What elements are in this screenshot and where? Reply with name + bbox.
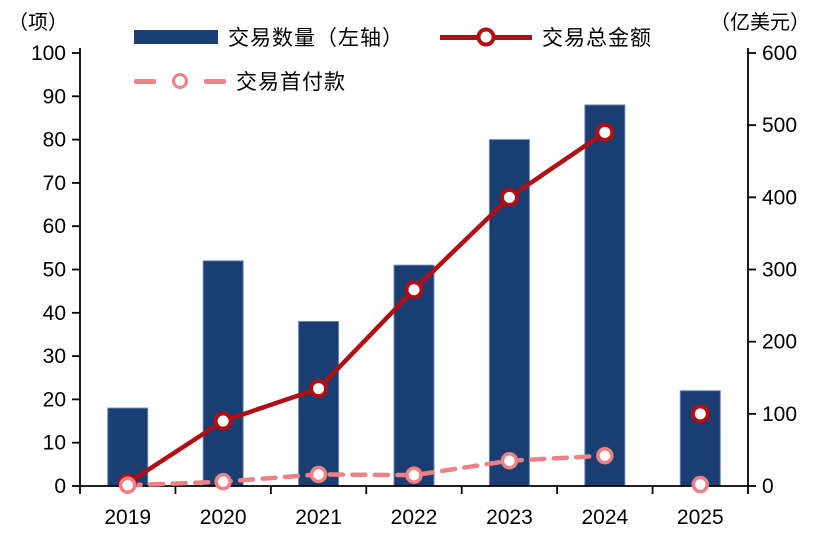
x-axis-category-label: 2022 xyxy=(391,506,438,529)
legend-label: 交易数量（左轴） xyxy=(228,27,404,50)
marker-total-amount-2025 xyxy=(690,404,710,424)
right-axis-tick-label: 600 xyxy=(762,42,797,65)
right-axis-tick-label: 300 xyxy=(762,259,797,282)
left-axis-tick-label: 90 xyxy=(43,85,66,108)
left-axis-tick-label: 60 xyxy=(43,215,66,238)
legend-item-total-amount: 交易总金额 xyxy=(440,22,652,52)
legend-item-down-payment: 交易首付款 xyxy=(134,66,346,96)
right-axis-tick-label: 500 xyxy=(762,114,797,137)
left-axis-tick-label: 0 xyxy=(54,475,66,498)
x-axis-category-label: 2020 xyxy=(200,506,247,529)
x-axis-category-label: 2023 xyxy=(486,506,533,529)
legend-label: 交易总金额 xyxy=(542,27,652,50)
dashed-line-marker-icon xyxy=(134,71,226,91)
right-axis-tick-label: 400 xyxy=(762,186,797,209)
left-axis-tick-label: 50 xyxy=(43,259,66,282)
bar-swatch-icon xyxy=(134,30,218,44)
marker-down-payment-2023 xyxy=(500,451,519,470)
left-axis-tick-label: 30 xyxy=(43,345,66,368)
x-axis-category-label: 2021 xyxy=(295,506,342,529)
marker-total-amount-2022 xyxy=(404,280,424,300)
marker-down-payment-2024 xyxy=(596,446,614,465)
bar-2024 xyxy=(584,104,626,487)
marker-total-amount-2021 xyxy=(309,379,329,399)
line-down-payment xyxy=(125,453,608,488)
left-axis-tick-label: 40 xyxy=(43,302,66,325)
marker-down-payment-2021 xyxy=(309,465,328,484)
left-axis-tick-label: 100 xyxy=(31,42,66,65)
bar-2021 xyxy=(298,320,340,487)
bar-2020 xyxy=(202,260,244,487)
right-axis-tick-label: 200 xyxy=(762,331,797,354)
right-axis-tick-label: 100 xyxy=(762,403,797,426)
right-axis-tick-label: 0 xyxy=(762,475,774,498)
marker-down-payment-2020 xyxy=(214,472,232,491)
x-axis-category-label: 2025 xyxy=(677,506,724,529)
left-axis-tick-label: 80 xyxy=(43,129,66,152)
marker-total-amount-2024 xyxy=(595,122,615,142)
left-axis-tick-label: 20 xyxy=(43,388,66,411)
marker-down-payment-2019 xyxy=(118,476,137,495)
marker-total-amount-2023 xyxy=(499,187,519,207)
marker-down-payment-2022 xyxy=(405,466,423,484)
x-axis-category-label: 2024 xyxy=(581,506,628,529)
line-total-amount xyxy=(125,130,608,486)
legend-item-deal-count: 交易数量（左轴） xyxy=(134,22,404,52)
left-axis-tick-label: 70 xyxy=(43,172,66,195)
x-axis-category-label: 2019 xyxy=(104,506,151,529)
marker-total-amount-2020 xyxy=(213,411,233,431)
solid-line-marker-icon xyxy=(440,27,532,47)
right-axis-unit-label: （亿美元） xyxy=(710,12,810,34)
left-axis-tick-label: 10 xyxy=(43,432,66,455)
marker-down-payment-2025 xyxy=(691,475,710,494)
legend-label: 交易首付款 xyxy=(236,71,346,94)
left-axis-unit-label: （项） xyxy=(8,12,68,34)
